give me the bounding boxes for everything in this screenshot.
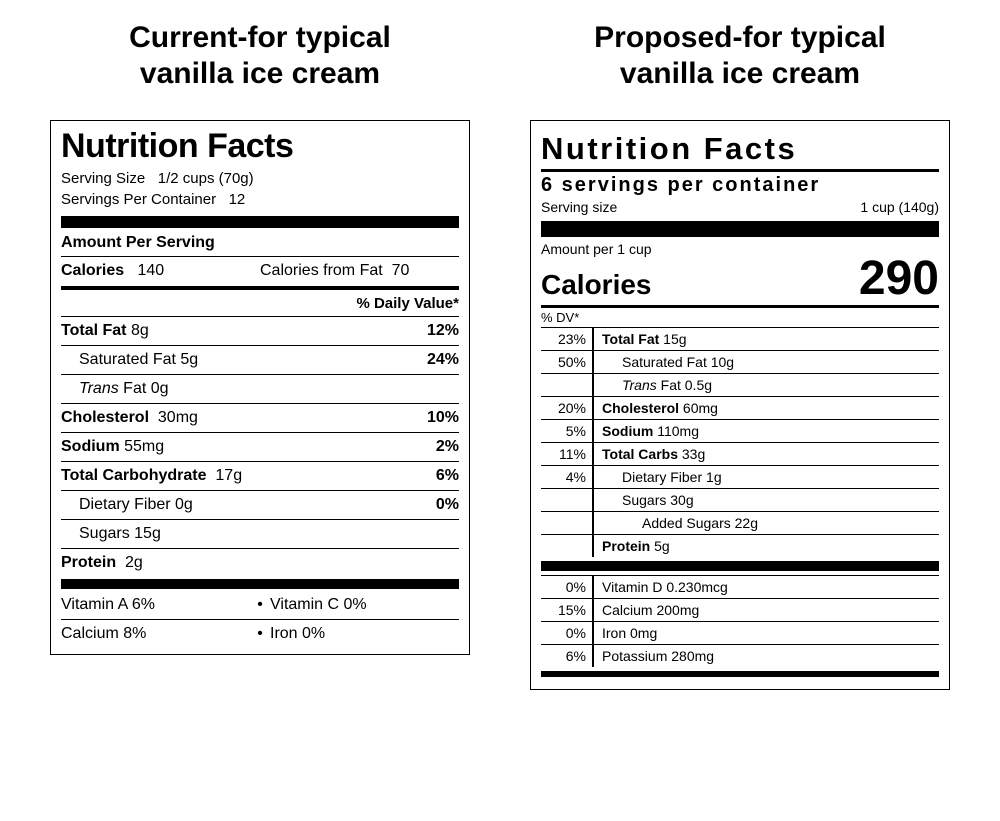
trans-fat-row: Trans Fat 0g: [61, 377, 459, 401]
nutrient-row: Sugars 30g: [541, 489, 939, 512]
nutrient-row: 50%Saturated Fat 10g: [541, 351, 939, 374]
nutrient-cell: Total Fat 15g: [593, 328, 939, 351]
proposed-column: Proposed-for typical vanilla ice cream N…: [530, 20, 950, 690]
vitamin-cell: Potassium 280mg: [593, 645, 939, 668]
vitamin-cell: Iron 0mg: [593, 622, 939, 645]
dv-cell: 6%: [541, 645, 593, 668]
bullet-icon: •: [250, 596, 270, 614]
nutrient-cell: Added Sugars 22g: [593, 512, 939, 535]
current-title-line1: Current-for typical: [129, 21, 391, 54]
protein-row: Protein 2g: [61, 551, 459, 575]
fiber-row: Dietary Fiber 0g 0%: [61, 493, 459, 517]
calories-row: Calories 140 Calories from Fat 70: [61, 259, 459, 283]
serving-size-label: Serving Size: [61, 170, 145, 187]
calories-from-fat-label: Calories from Fat: [260, 262, 383, 279]
servings-per-container-value: 12: [229, 191, 246, 208]
nutrient-cell: Cholesterol 60mg: [593, 397, 939, 420]
calories-label: Calories: [541, 269, 652, 301]
dv-cell: 15%: [541, 599, 593, 622]
proposed-title-line1: Proposed-for typical: [594, 21, 886, 54]
nutrient-cell: Total Carbs 33g: [593, 443, 939, 466]
nutrient-cell: Trans Fat 0.5g: [593, 374, 939, 397]
daily-value-header: % Daily Value*: [61, 293, 459, 314]
vitamin-row: 15%Calcium 200mg: [541, 599, 939, 622]
nutrition-facts-heading: Nutrition Facts: [541, 127, 939, 169]
vitamin-row-1: Vitamin A 6% • Vitamin C 0%: [61, 593, 459, 617]
current-label-panel: Nutrition Facts Serving Size 1/2 cups (7…: [50, 120, 470, 655]
calories-from-fat-value: 70: [392, 262, 410, 279]
servings-per-container-label: Servings Per Container: [61, 191, 216, 208]
nutrient-cell: Dietary Fiber 1g: [593, 466, 939, 489]
dv-cell: 0%: [541, 622, 593, 645]
vitamin-table: 0%Vitamin D 0.230mcg15%Calcium 200mg0%Ir…: [541, 575, 939, 667]
dv-cell: 23%: [541, 328, 593, 351]
serving-size-row: Serving Size 1/2 cups (70g): [61, 168, 459, 189]
nutrient-row: 20%Cholesterol 60mg: [541, 397, 939, 420]
medium-divider: [541, 561, 939, 571]
dv-cell: [541, 535, 593, 558]
bullet-icon: •: [250, 625, 270, 643]
proposed-title-line2: vanilla ice cream: [620, 57, 860, 90]
proposed-label-panel: Nutrition Facts 6 servings per container…: [530, 120, 950, 690]
nutrient-row: Trans Fat 0.5g: [541, 374, 939, 397]
dv-cell: 0%: [541, 576, 593, 599]
dv-header: % DV*: [541, 308, 939, 327]
serving-size-value: 1 cup (140g): [860, 199, 939, 215]
bottom-divider: [541, 671, 939, 677]
calories-value: 290: [859, 257, 939, 300]
nutrient-cell: Sodium 110mg: [593, 420, 939, 443]
vitamin-row: 0%Vitamin D 0.230mcg: [541, 576, 939, 599]
dv-cell: [541, 512, 593, 535]
nutrient-table: 23%Total Fat 15g50%Saturated Fat 10gTran…: [541, 327, 939, 557]
thick-divider: [61, 216, 459, 228]
nutrient-row: 23%Total Fat 15g: [541, 328, 939, 351]
nutrient-row: Added Sugars 22g: [541, 512, 939, 535]
dv-cell: 50%: [541, 351, 593, 374]
vitamin-cell: Calcium 200mg: [593, 599, 939, 622]
vitamin-a: Vitamin A 6%: [61, 596, 250, 614]
serving-size-label: Serving size: [541, 199, 617, 215]
vitamin-c: Vitamin C 0%: [270, 596, 459, 614]
vitamin-row-2: Calcium 8% • Iron 0%: [61, 622, 459, 646]
calories-row: Calories 290: [541, 257, 939, 308]
current-title-line2: vanilla ice cream: [140, 57, 380, 90]
cholesterol-row: Cholesterol 30mg 10%: [61, 406, 459, 430]
serving-size-value: 1/2 cups (70g): [158, 170, 254, 187]
nutrient-cell: Sugars 30g: [593, 489, 939, 512]
dv-cell: 4%: [541, 466, 593, 489]
proposed-title: Proposed-for typical vanilla ice cream: [530, 20, 950, 92]
nutrition-facts-heading: Nutrition Facts: [61, 127, 459, 168]
comparison-columns: Current-for typical vanilla ice cream Nu…: [40, 20, 960, 690]
calories-value: 140: [137, 262, 164, 279]
dv-cell: 5%: [541, 420, 593, 443]
dv-cell: 20%: [541, 397, 593, 420]
vitamin-cell: Vitamin D 0.230mcg: [593, 576, 939, 599]
current-title: Current-for typical vanilla ice cream: [50, 20, 470, 92]
nutrient-row: Protein 5g: [541, 535, 939, 558]
dv-cell: 11%: [541, 443, 593, 466]
vitamin-row: 0%Iron 0mg: [541, 622, 939, 645]
total-fat-row: Total Fat 8g 12%: [61, 319, 459, 343]
carb-row: Total Carbohydrate 17g 6%: [61, 464, 459, 488]
servings-per-container-row: Servings Per Container 12: [61, 189, 459, 210]
serving-size-row: Serving size 1 cup (140g): [541, 197, 939, 219]
dv-cell: [541, 489, 593, 512]
nutrient-cell: Saturated Fat 10g: [593, 351, 939, 374]
nutrient-row: 5%Sodium 110mg: [541, 420, 939, 443]
nutrient-cell: Protein 5g: [593, 535, 939, 558]
sugars-row: Sugars 15g: [61, 522, 459, 546]
thick-divider: [541, 221, 939, 237]
servings-per-container: 6 servings per container: [541, 174, 939, 197]
dv-cell: [541, 374, 593, 397]
current-column: Current-for typical vanilla ice cream Nu…: [50, 20, 470, 655]
sodium-row: Sodium 55mg 2%: [61, 435, 459, 459]
calories-label: Calories: [61, 262, 124, 279]
calcium: Calcium 8%: [61, 625, 250, 643]
nutrient-row: 4%Dietary Fiber 1g: [541, 466, 939, 489]
sat-fat-row: Saturated Fat 5g 24%: [61, 348, 459, 372]
amount-per-serving: Amount Per Serving: [61, 232, 459, 254]
nutrient-row: 11%Total Carbs 33g: [541, 443, 939, 466]
iron: Iron 0%: [270, 625, 459, 643]
vitamin-row: 6%Potassium 280mg: [541, 645, 939, 668]
